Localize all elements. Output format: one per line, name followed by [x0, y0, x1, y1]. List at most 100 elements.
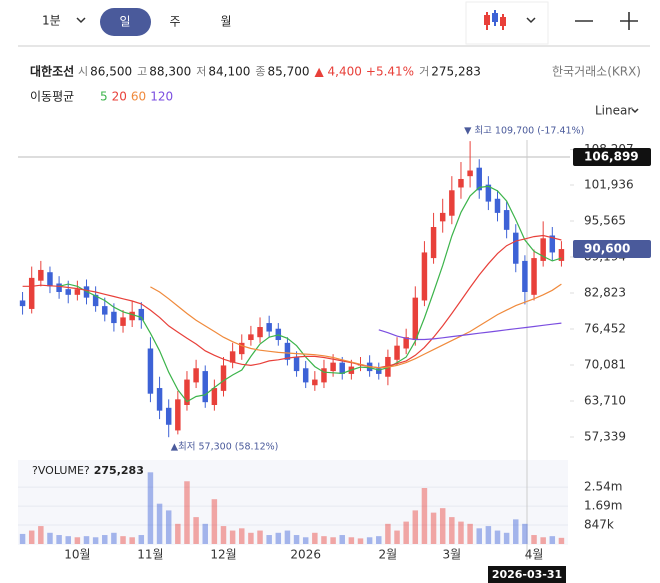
candle-body — [549, 235, 556, 253]
chevron[interactable] — [631, 108, 639, 114]
legend-entry: 120 — [150, 90, 173, 104]
volume-bar — [312, 532, 318, 544]
volume-bar — [549, 536, 556, 544]
chart-type-icon[interactable] — [484, 10, 506, 30]
candle-body — [302, 368, 309, 383]
volume-bar — [558, 537, 565, 544]
volume-panel — [18, 460, 568, 545]
current-price: 90,600 — [584, 242, 630, 256]
candle-body — [339, 362, 345, 374]
candle-body — [394, 345, 400, 360]
volume-bar — [458, 521, 464, 544]
plot: 108,207101,93695,56589,19482,82376,45270… — [18, 126, 651, 583]
x-tick-label: 2026 — [290, 548, 321, 562]
info-text: 84,100 — [208, 65, 250, 79]
volume-bar — [330, 537, 336, 544]
y-tick-label: 101,936 — [584, 177, 634, 191]
volume-bar — [421, 488, 428, 544]
info-text: 거 — [419, 65, 429, 78]
volume-bar — [175, 523, 181, 544]
y-tick-label: 95,565 — [584, 213, 626, 227]
y-tick-label: 70,081 — [584, 357, 626, 371]
x-tick-label: 2월 — [379, 548, 398, 562]
candle-body — [403, 337, 409, 349]
volume-bar — [339, 535, 345, 544]
stock-name: 대한조선 — [30, 64, 74, 79]
candle-body — [540, 238, 546, 261]
candle-body — [28, 277, 35, 309]
info-text: 86,500 — [90, 65, 132, 79]
volume-bar — [92, 537, 99, 544]
volume-bar — [522, 523, 528, 544]
candle-body — [458, 178, 464, 188]
y-tick-label: 82,823 — [584, 285, 626, 299]
volume-bar — [111, 532, 117, 544]
candle-body — [503, 210, 510, 230]
candle-body — [421, 252, 428, 301]
volume-title: ?VOLUME? — [32, 464, 90, 477]
tab[interactable]: 일 — [119, 15, 130, 29]
candle-body — [467, 170, 473, 177]
tab[interactable]: 주 — [169, 15, 180, 29]
volume-bar — [248, 532, 254, 544]
volume-bar — [220, 526, 227, 544]
volume-bar — [394, 530, 400, 544]
interval-select[interactable]: 1분 — [42, 14, 61, 28]
legend-entry: 20 — [112, 90, 127, 104]
candle-body — [449, 190, 455, 216]
y-tick-label: 2.54m — [584, 480, 622, 494]
candle-body — [184, 379, 190, 405]
candle-body — [312, 379, 318, 386]
candle-body — [220, 365, 227, 391]
candle-body — [513, 232, 519, 264]
candle-body — [92, 294, 99, 307]
volume-bar — [38, 526, 44, 544]
candle-body — [257, 327, 263, 338]
y-tick-label: 63,710 — [584, 393, 626, 407]
info-line: 시 86,500 고 88,300 저 84,100 종 85,700 ▲ 4,400 +5.41… — [78, 65, 481, 79]
volume-bar — [366, 537, 373, 544]
chevron[interactable] — [526, 17, 536, 24]
volume-bar — [513, 519, 519, 544]
candle-body — [321, 368, 327, 383]
candle-body — [193, 368, 199, 383]
volume-bar — [239, 528, 245, 544]
zoom-in[interactable] — [620, 12, 638, 30]
x-tick-label: 11월 — [137, 548, 163, 562]
volume-bar — [47, 532, 53, 544]
ma-line — [58, 185, 562, 403]
volume-bar — [202, 523, 208, 544]
volume-bar — [503, 532, 510, 544]
candle-body — [439, 212, 446, 222]
current-price-box — [573, 240, 651, 259]
volume-bar — [467, 523, 473, 544]
volume-bar — [83, 536, 90, 544]
candle-body — [330, 362, 336, 372]
crosshair-price-box — [573, 147, 651, 166]
candle-body — [522, 260, 528, 292]
crosshair-date: 2026-03-31 — [492, 568, 562, 581]
candle-body — [65, 289, 71, 295]
y-tick-label: 847k — [584, 518, 614, 532]
info-text: 275,283 — [431, 65, 481, 79]
x-tick-label: 4월 — [525, 548, 544, 562]
candle-body — [120, 317, 126, 326]
volume-bar — [485, 526, 492, 544]
volume-bar — [129, 537, 135, 544]
scale-select[interactable]: Linear — [595, 104, 632, 118]
volume-bar — [266, 535, 272, 544]
legend-entry: 60 — [131, 90, 146, 104]
candle-body — [165, 407, 172, 425]
ma-line — [150, 283, 562, 369]
candle-body — [111, 311, 117, 324]
info-text: 종 — [255, 65, 265, 78]
volume-bar — [302, 537, 309, 544]
x-tick-label: 3월 — [442, 548, 461, 562]
volume-bar — [147, 472, 154, 544]
volume-bar — [56, 535, 62, 544]
volume-bar — [74, 537, 81, 544]
toolbar-box — [465, 1, 549, 45]
tab[interactable]: 월 — [220, 15, 231, 29]
